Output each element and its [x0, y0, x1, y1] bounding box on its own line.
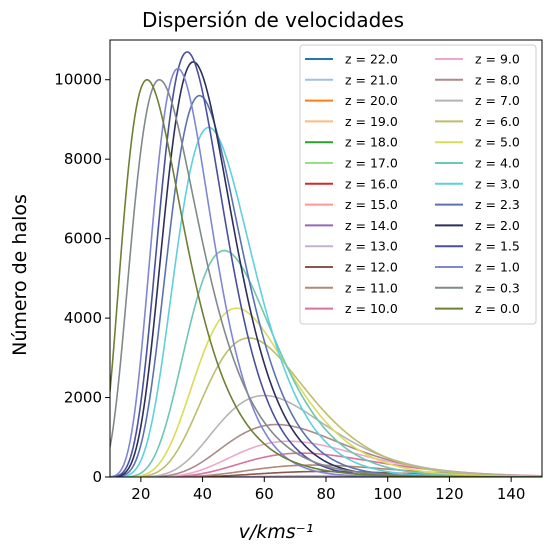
- y-tick-label: 4000: [64, 309, 102, 327]
- y-tick-label: 10000: [54, 71, 102, 89]
- legend-label: z = 11.0: [345, 280, 398, 295]
- legend-label: z = 6.0: [475, 114, 520, 129]
- y-tick-label: 2000: [64, 389, 102, 407]
- legend-label: z = 2.3: [475, 197, 520, 212]
- chart-title: Dispersión de velocidades: [142, 8, 404, 32]
- series-line-17: [110, 307, 542, 477]
- legend-label: z = 5.0: [475, 135, 520, 150]
- x-axis: 20 40 60 80 100 120 140: [131, 477, 525, 503]
- y-tick-label: 8000: [64, 150, 102, 168]
- legend-label: z = 20.0: [345, 93, 398, 108]
- legend-label: z = 0.0: [475, 301, 520, 316]
- legend-label: z = 3.0: [475, 176, 520, 191]
- x-tick-label: 100: [373, 485, 402, 503]
- legend-label: z = 2.0: [475, 218, 520, 233]
- legend-label: z = 0.3: [475, 280, 520, 295]
- x-tick-label: 60: [255, 485, 274, 503]
- x-tick-label: 80: [316, 485, 335, 503]
- plot-area: [109, 39, 543, 478]
- legend-label: z = 7.0: [475, 93, 520, 108]
- legend-label: z = 19.0: [345, 114, 398, 129]
- x-tick-label: 40: [193, 485, 212, 503]
- legend-label: z = 16.0: [345, 176, 398, 191]
- x-axis-label: v/kms⁻¹: [239, 521, 314, 543]
- legend-label: z = 15.0: [345, 197, 398, 212]
- legend-label: z = 9.0: [475, 52, 520, 67]
- y-axis-label: Número de halos: [9, 194, 31, 356]
- legend-label: z = 1.0: [475, 260, 520, 275]
- series-line-16: [110, 337, 542, 477]
- legend-label: z = 13.0: [345, 239, 398, 254]
- legend-label: z = 17.0: [345, 156, 398, 171]
- legend-label: z = 1.5: [475, 239, 520, 254]
- legend-label: z = 10.0: [345, 301, 398, 316]
- legend-frame: [299, 44, 537, 325]
- x-tick-label: 120: [435, 485, 464, 503]
- y-tick-label: 0: [92, 468, 102, 486]
- legend: z = 22.0 z = 21.0 z = 20.0 z = 19.0 z = 18.0…: [299, 44, 537, 325]
- y-tick-label: 6000: [64, 230, 102, 248]
- legend-label: z = 14.0: [345, 218, 398, 233]
- legend-label: z = 12.0: [345, 260, 398, 275]
- x-tick-label: 20: [131, 485, 150, 503]
- y-axis: 0 2000 4000 6000 8000 10000: [54, 71, 110, 486]
- legend-label: z = 22.0: [345, 52, 398, 67]
- legend-label: z = 4.0: [475, 156, 520, 171]
- x-tick-label: 140: [497, 485, 526, 503]
- legend-label: z = 21.0: [345, 72, 398, 87]
- legend-label: z = 18.0: [345, 135, 398, 150]
- legend-label: z = 8.0: [475, 72, 520, 87]
